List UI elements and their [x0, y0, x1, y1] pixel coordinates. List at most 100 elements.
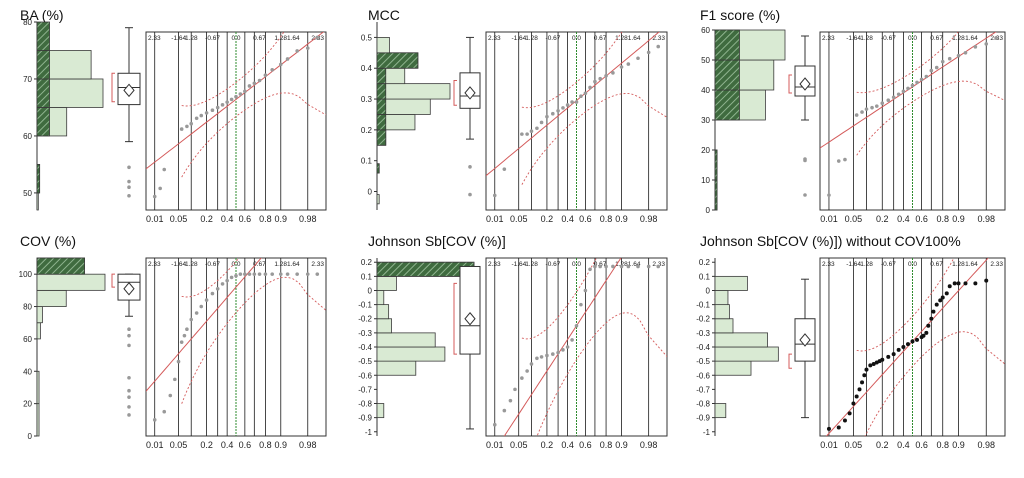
qq-data-point [836, 425, 841, 430]
qq-conf-band-lower [181, 92, 326, 178]
qq-data-point [906, 86, 910, 91]
y-tick-label: -0.7 [696, 385, 710, 394]
qq-prob-tick-label: 0.9 [615, 440, 628, 450]
qq-data-point [565, 345, 570, 349]
qq-z-tick-label: -0.67 [205, 261, 220, 268]
histogram-highlight-bar [376, 114, 387, 131]
qq-plot-area [146, 258, 326, 422]
qq-z-tick-label: 2.33 [488, 261, 501, 268]
histogram-highlight-bar [36, 21, 50, 51]
qq-z-tick-label: 0.0 [572, 261, 581, 268]
qq-z-tick-label: 2.33 [148, 261, 161, 268]
y-tick-label: 0 [368, 188, 373, 197]
box-outlier-point [127, 413, 131, 417]
qq-data-point [626, 264, 631, 269]
qq-data-point [915, 337, 920, 342]
y-tick-label: -1 [365, 428, 373, 437]
qq-data-point [210, 108, 215, 113]
qq-data-point [278, 62, 283, 67]
qq-z-tick-label: 0.0 [572, 35, 581, 42]
histogram-highlight-bar [714, 59, 740, 91]
qq-data-point [851, 401, 856, 406]
qq-data-point [508, 398, 513, 403]
histogram-highlight-bar [36, 50, 50, 80]
qq-z-tick-label: 2.33 [148, 35, 161, 42]
qq-data-point [535, 126, 539, 131]
qq-z-tick-label: 0.67 [594, 35, 607, 42]
qq-data-point [947, 56, 952, 61]
qq-data-point [525, 369, 529, 373]
qq-data-point [636, 264, 640, 269]
histogram-bar [36, 306, 43, 324]
y-tick-label: -0.2 [358, 315, 372, 324]
qq-prob-tick-label: 0.2 [200, 214, 213, 224]
y-tick-label: 0.3 [361, 95, 373, 104]
histogram-highlight-bar [376, 163, 380, 174]
qq-data-point [529, 129, 534, 134]
qq-z-tick-label: 1.64 [965, 261, 978, 268]
qq-data-point [579, 94, 583, 98]
qq-prob-tick-label: 0.98 [299, 440, 317, 450]
qq-data-point [162, 409, 167, 414]
qq-prob-tick-label: 0.05 [510, 214, 528, 224]
qq-data-point [656, 44, 661, 49]
y-tick-label: 60 [701, 26, 710, 35]
qq-prob-tick-label: 0.9 [615, 214, 628, 224]
y-tick-label: 80 [23, 18, 32, 27]
qq-data-point [952, 281, 957, 286]
qq-prob-tick-label: 0.6 [239, 440, 252, 450]
qq-data-point [593, 79, 597, 84]
qq-conf-band-upper [856, 32, 959, 94]
qq-data-point [880, 101, 885, 105]
qq-data-point [215, 105, 220, 110]
qq-data-point [646, 50, 651, 55]
y-tick-label: 100 [19, 270, 33, 279]
y-tick-label: 20 [23, 400, 32, 409]
chart-title: Johnson Sb[COV (%)]) without COV100% [700, 233, 961, 249]
qq-data-point [152, 418, 157, 422]
box-outlier-point [127, 179, 131, 184]
histogram-highlight-bar [376, 98, 387, 115]
qq-data-point [545, 353, 549, 358]
qq-data-point [252, 272, 257, 276]
qq-prob-tick-label: 0.8 [259, 214, 272, 224]
y-tick-label: -0.2 [696, 315, 710, 324]
qq-data-point [871, 361, 876, 366]
qq-z-tick-label: 1.64 [287, 35, 300, 42]
qq-z-tick-label: 0.67 [930, 261, 943, 268]
qq-data-point [263, 73, 268, 77]
qq-data-point [924, 74, 929, 79]
y-tick-label: 60 [23, 335, 32, 344]
qq-conf-band-lower [521, 93, 667, 185]
qq-prob-tick-label: 0.6 [579, 214, 592, 224]
qq-data-point [179, 127, 184, 131]
qq-data-point [539, 120, 544, 125]
chart-title: MCC [368, 7, 400, 23]
qq-data-point [257, 78, 262, 83]
qq-z-tick-label: 0.67 [594, 261, 607, 268]
qq-data-point [194, 116, 199, 121]
qq-data-point [556, 108, 560, 113]
qq-data-point [886, 98, 891, 103]
qq-data-point [278, 272, 283, 276]
qq-z-tick-label: 1.28 [952, 35, 965, 42]
qq-data-point [520, 132, 524, 136]
histogram-bar [714, 304, 730, 320]
y-tick-label: -0.8 [358, 400, 372, 409]
histogram-highlight-bar [376, 261, 475, 277]
qq-z-tick-label: 0.67 [253, 35, 266, 42]
qq-prob-tick-label: 0.6 [915, 440, 928, 450]
qq-data-point [182, 333, 187, 338]
qq-data-point [579, 302, 583, 307]
qq-prob-tick-label: 0.2 [200, 440, 213, 450]
qq-z-tick-label: 1.64 [287, 261, 300, 268]
histogram-bar [376, 275, 397, 291]
qq-prob-tick-label: 0.4 [221, 440, 234, 450]
box-mean-diamond [464, 311, 476, 326]
qq-data-point [619, 65, 624, 69]
qq-data-point [905, 342, 910, 347]
qq-data-point [199, 113, 204, 118]
y-tick-label: -1 [703, 428, 711, 437]
qq-data-point [185, 124, 189, 129]
qq-z-tick-label: 1.28 [952, 261, 965, 268]
